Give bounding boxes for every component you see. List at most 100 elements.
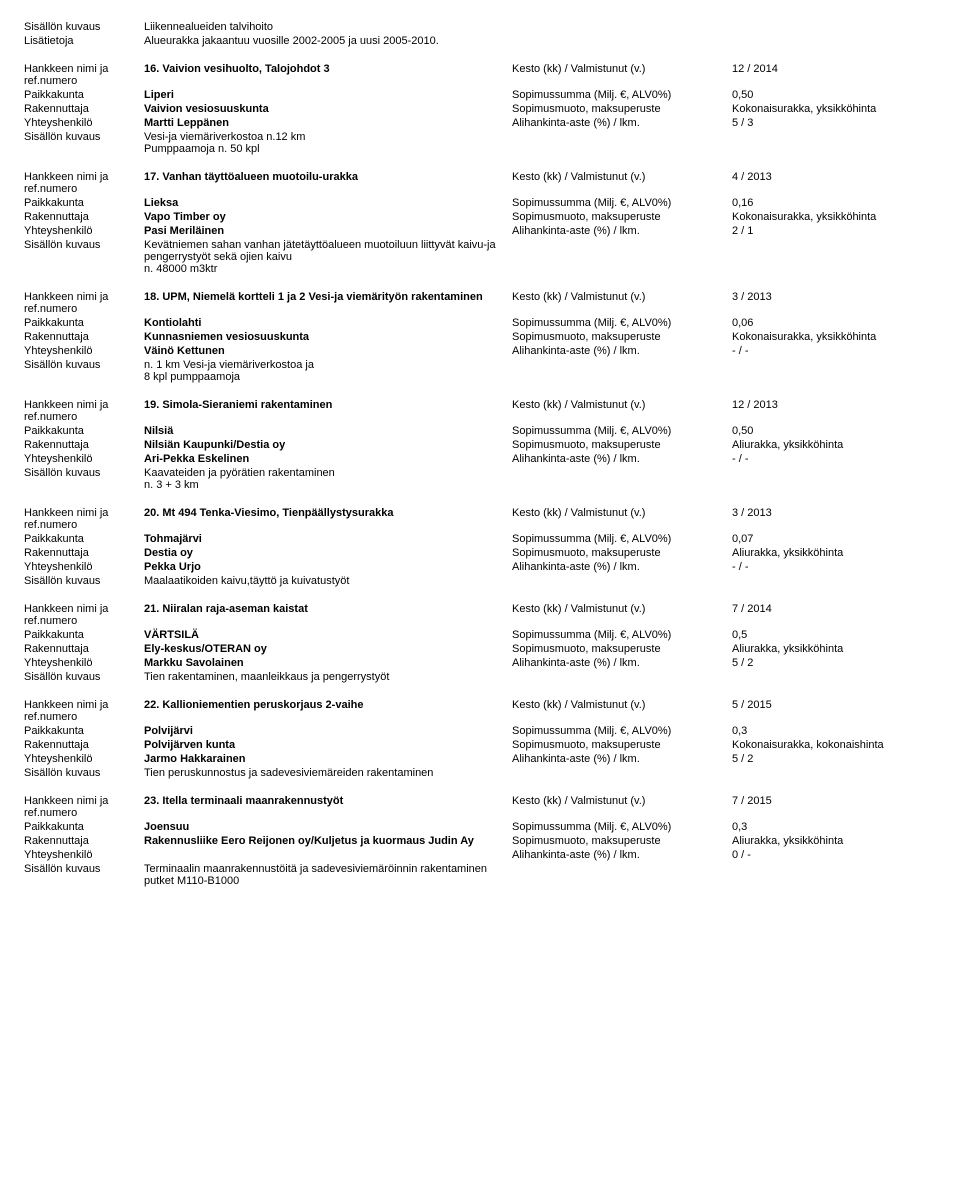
field-value-1: Lieksa xyxy=(144,197,512,209)
field-value-3 xyxy=(732,575,936,587)
field-label: Sisällön kuvaus xyxy=(24,863,144,887)
field-value-1: 16. Vaivion vesihuolto, Talojohdot 3 xyxy=(144,63,512,87)
field-label: Sisällön kuvaus xyxy=(24,21,144,33)
field-value-2 xyxy=(512,131,732,155)
field-value-2 xyxy=(512,671,732,683)
field-value-1: Joensuu xyxy=(144,821,512,833)
field-value-2 xyxy=(512,21,732,33)
field-value-3: 3 / 2013 xyxy=(732,507,936,531)
field-value-1: Liikennealueiden talvihoito xyxy=(144,21,512,33)
field-value-1: Vesi-ja viemäriverkostoa n.12 km Pumppaa… xyxy=(144,131,512,155)
field-label: Sisällön kuvaus xyxy=(24,239,144,275)
field-value-1 xyxy=(144,849,512,861)
field-label: Paikkakunta xyxy=(24,725,144,737)
field-value-1: Alueurakka jakaantuu vuosille 2002-2005 … xyxy=(144,35,512,47)
field-value-1: Ari-Pekka Eskelinen xyxy=(144,453,512,465)
project-block: Hankkeen nimi ja ref.numero23. Itella te… xyxy=(24,794,936,888)
field-value-2: Kesto (kk) / Valmistunut (v.) xyxy=(512,795,732,819)
field-label: Rakennuttaja xyxy=(24,103,144,115)
field-value-2: Kesto (kk) / Valmistunut (v.) xyxy=(512,291,732,315)
field-label: Sisällön kuvaus xyxy=(24,767,144,779)
field-value-1: VÄRTSILÄ xyxy=(144,629,512,641)
field-value-1: Liperi xyxy=(144,89,512,101)
field-label: Paikkakunta xyxy=(24,317,144,329)
field-value-1: 23. Itella terminaali maanrakennustyöt xyxy=(144,795,512,819)
field-value-2: Kesto (kk) / Valmistunut (v.) xyxy=(512,63,732,87)
field-value-3: 3 / 2013 xyxy=(732,291,936,315)
project-block: Hankkeen nimi ja ref.numero22. Kallionie… xyxy=(24,698,936,780)
field-value-1: Maalaatikoiden kaivu,täyttö ja kuivatust… xyxy=(144,575,512,587)
field-value-2: Sopimusmuoto, maksuperuste xyxy=(512,547,732,559)
field-value-3: Aliurakka, yksikköhinta xyxy=(732,547,936,559)
field-value-2: Alihankinta-aste (%) / lkm. xyxy=(512,849,732,861)
field-value-3: 0,3 xyxy=(732,821,936,833)
field-value-2: Sopimussumma (Milj. €, ALV0%) xyxy=(512,425,732,437)
field-label: Rakennuttaja xyxy=(24,439,144,451)
field-value-2 xyxy=(512,35,732,47)
field-value-1: Kaavateiden ja pyörätien rakentaminen n.… xyxy=(144,467,512,491)
field-value-3: 7 / 2015 xyxy=(732,795,936,819)
field-label: Yhteyshenkilö xyxy=(24,561,144,573)
field-value-2 xyxy=(512,863,732,887)
field-value-3: Aliurakka, yksikköhinta xyxy=(732,439,936,451)
field-label: Yhteyshenkilö xyxy=(24,657,144,669)
field-label: Paikkakunta xyxy=(24,425,144,437)
field-value-1: 19. Simola-Sieraniemi rakentaminen xyxy=(144,399,512,423)
field-value-3 xyxy=(732,35,936,47)
field-value-1: Väinö Kettunen xyxy=(144,345,512,357)
field-value-2: Sopimusmuoto, maksuperuste xyxy=(512,103,732,115)
field-value-2: Alihankinta-aste (%) / lkm. xyxy=(512,453,732,465)
field-value-3: - / - xyxy=(732,561,936,573)
field-value-3: 5 / 2 xyxy=(732,753,936,765)
field-value-2: Sopimussumma (Milj. €, ALV0%) xyxy=(512,197,732,209)
field-label: Hankkeen nimi ja ref.numero xyxy=(24,699,144,723)
field-value-3: Aliurakka, yksikköhinta xyxy=(732,643,936,655)
field-label: Rakennuttaja xyxy=(24,643,144,655)
field-value-3 xyxy=(732,863,936,887)
field-value-2: Alihankinta-aste (%) / lkm. xyxy=(512,561,732,573)
field-value-3 xyxy=(732,21,936,33)
field-value-1: Terminaalin maanrakennustöitä ja sadeves… xyxy=(144,863,512,887)
field-value-3: Kokonaisurakka, yksikköhinta xyxy=(732,103,936,115)
field-label: Sisällön kuvaus xyxy=(24,671,144,683)
field-value-2: Alihankinta-aste (%) / lkm. xyxy=(512,117,732,129)
field-value-1: Rakennusliike Eero Reijonen oy/Kuljetus … xyxy=(144,835,512,847)
intro-block: Sisällön kuvausLiikennealueiden talvihoi… xyxy=(24,20,936,48)
field-value-3: Aliurakka, yksikköhinta xyxy=(732,835,936,847)
field-label: Rakennuttaja xyxy=(24,835,144,847)
field-value-2: Sopimussumma (Milj. €, ALV0%) xyxy=(512,317,732,329)
field-value-3: 0,5 xyxy=(732,629,936,641)
field-value-3 xyxy=(732,671,936,683)
field-value-1: 21. Niiralan raja-aseman kaistat xyxy=(144,603,512,627)
project-block: Hankkeen nimi ja ref.numero18. UPM, Niem… xyxy=(24,290,936,384)
field-label: Hankkeen nimi ja ref.numero xyxy=(24,63,144,87)
field-label: Yhteyshenkilö xyxy=(24,345,144,357)
field-label: Paikkakunta xyxy=(24,89,144,101)
field-value-1: Vapo Timber oy xyxy=(144,211,512,223)
field-value-1: Kunnasniemen vesiosuuskunta xyxy=(144,331,512,343)
field-value-1: 18. UPM, Niemelä kortteli 1 ja 2 Vesi-ja… xyxy=(144,291,512,315)
field-label: Paikkakunta xyxy=(24,821,144,833)
project-block: Hankkeen nimi ja ref.numero19. Simola-Si… xyxy=(24,398,936,492)
field-label: Yhteyshenkilö xyxy=(24,753,144,765)
field-value-1: Tien peruskunnostus ja sadevesiviemäreid… xyxy=(144,767,512,779)
field-value-3 xyxy=(732,359,936,383)
field-value-2: Sopimussumma (Milj. €, ALV0%) xyxy=(512,89,732,101)
field-value-3: 2 / 1 xyxy=(732,225,936,237)
field-value-3: 0,07 xyxy=(732,533,936,545)
field-value-1: Jarmo Hakkarainen xyxy=(144,753,512,765)
field-value-3: 5 / 3 xyxy=(732,117,936,129)
field-label: Paikkakunta xyxy=(24,533,144,545)
field-value-1: Pasi Meriläinen xyxy=(144,225,512,237)
field-value-1: Martti Leppänen xyxy=(144,117,512,129)
field-value-1: Tohmajärvi xyxy=(144,533,512,545)
field-label: Paikkakunta xyxy=(24,629,144,641)
field-value-3: Kokonaisurakka, yksikköhinta xyxy=(732,211,936,223)
field-label: Rakennuttaja xyxy=(24,331,144,343)
field-value-2: Kesto (kk) / Valmistunut (v.) xyxy=(512,603,732,627)
field-value-3: 0,3 xyxy=(732,725,936,737)
field-value-1: 22. Kallioniementien peruskorjaus 2-vaih… xyxy=(144,699,512,723)
field-value-3: 7 / 2014 xyxy=(732,603,936,627)
field-value-3: Kokonaisurakka, kokonaishinta xyxy=(732,739,936,751)
field-label: Sisällön kuvaus xyxy=(24,359,144,383)
